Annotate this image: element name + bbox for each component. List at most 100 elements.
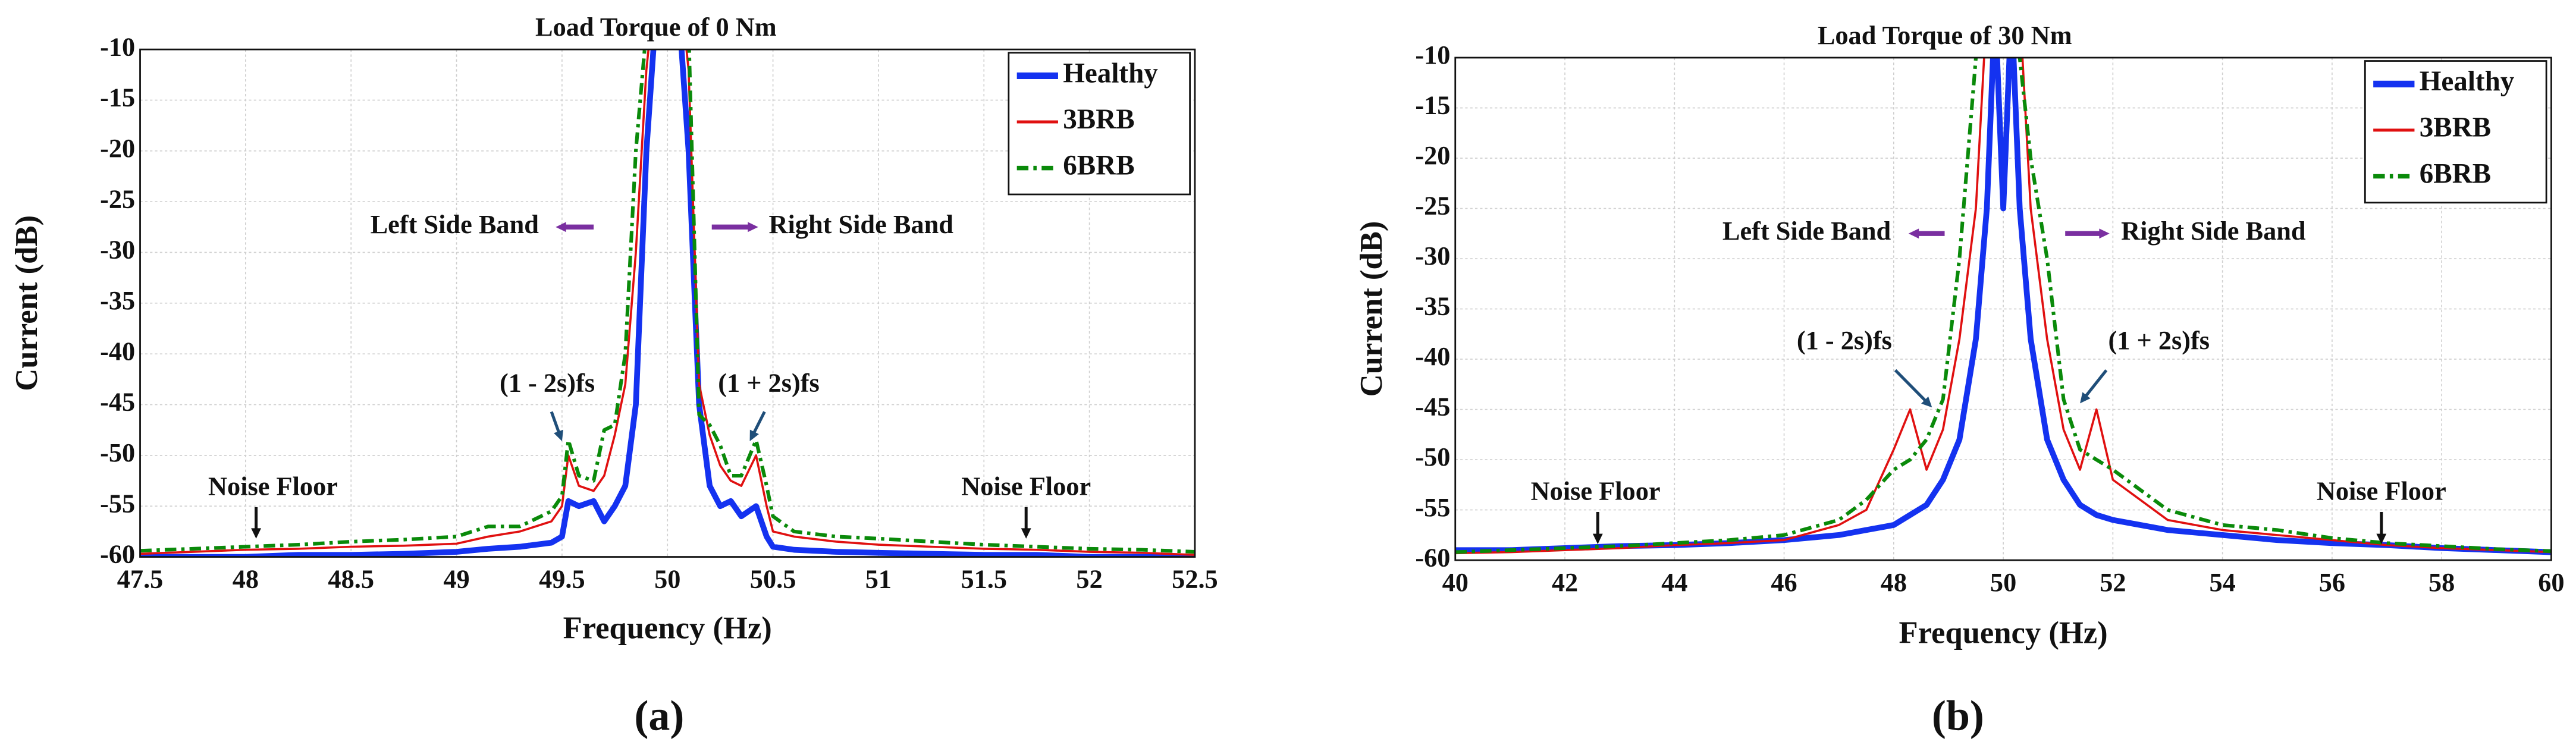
arrow-head bbox=[554, 429, 563, 441]
x-tick-label: 44 bbox=[1661, 567, 1687, 597]
arrow bbox=[2084, 369, 2108, 397]
x-tick-label: 50.5 bbox=[750, 564, 796, 593]
y-tick-label: -25 bbox=[100, 184, 135, 213]
legend-label: 3BRB bbox=[1063, 104, 1134, 135]
chart-title: Load Torque of 30 Nm bbox=[1818, 20, 2072, 50]
annotation-text: (1 - 2s)fs bbox=[1797, 325, 1892, 355]
y-tick-label: -10 bbox=[1415, 40, 1450, 70]
y-tick-label: -45 bbox=[1415, 392, 1450, 422]
y-axis-label: Current (dB) bbox=[10, 215, 44, 391]
x-tick-label: 50 bbox=[654, 564, 680, 593]
plot-frame bbox=[139, 48, 1196, 558]
annotation-text: (1 - 2s)fs bbox=[500, 367, 595, 397]
y-tick-label: -30 bbox=[100, 235, 135, 265]
annotation: Noise Floor bbox=[208, 471, 338, 539]
x-tick-label: 48 bbox=[233, 564, 259, 593]
annotation-text: Noise Floor bbox=[961, 471, 1091, 501]
legend: Healthy 3BRB 6BRB bbox=[1008, 52, 1191, 196]
arrow-head bbox=[749, 429, 759, 441]
data-line bbox=[1455, 57, 2552, 554]
x-tick-label: 58 bbox=[2428, 567, 2455, 597]
annotation-text: Left Side Band bbox=[1722, 216, 1891, 246]
y-tick-label: -45 bbox=[100, 387, 135, 417]
legend-label: 6BRB bbox=[1063, 150, 1134, 181]
legend-label: 6BRB bbox=[2420, 158, 2491, 189]
y-tick-label: -40 bbox=[1415, 341, 1450, 371]
series-group bbox=[140, 49, 1195, 557]
data-line bbox=[1455, 57, 2552, 555]
annotation: Noise Floor bbox=[1531, 476, 1661, 545]
x-tick-label: 51.5 bbox=[961, 564, 1007, 593]
arrow-head bbox=[556, 222, 566, 232]
arrow-head bbox=[2099, 228, 2110, 239]
plot-frame bbox=[1454, 56, 2552, 561]
chart-title: Load Torque of 0 Nm bbox=[535, 12, 777, 42]
x-tick-label: 54 bbox=[2209, 567, 2235, 597]
x-tick-label: 46 bbox=[1771, 567, 1797, 597]
legend-label: 3BRB bbox=[2420, 112, 2491, 143]
data-line bbox=[140, 49, 1195, 554]
annotation-text: Noise Floor bbox=[208, 471, 338, 501]
annotation: (1 + 2s)fs bbox=[718, 367, 820, 441]
y-tick-label: -60 bbox=[1415, 542, 1450, 572]
annotation: Left Side Band bbox=[1722, 216, 1945, 246]
annotation: Noise Floor bbox=[961, 471, 1091, 539]
y-tick-label: -20 bbox=[1415, 140, 1450, 170]
x-axis-label: Frequency (Hz) bbox=[1899, 616, 2107, 650]
y-tick-label: -25 bbox=[1415, 191, 1450, 221]
series-group bbox=[1455, 57, 2552, 555]
annotation: (1 - 2s)fs bbox=[500, 367, 595, 441]
x-tick-label: 50 bbox=[1990, 567, 2016, 597]
x-tick-label: 51 bbox=[865, 564, 892, 593]
annotation-text: Left Side Band bbox=[371, 209, 539, 239]
arrow-head bbox=[1592, 533, 1603, 545]
arrow bbox=[752, 411, 766, 434]
y-tick-label: -55 bbox=[100, 488, 135, 518]
x-axis-label: Frequency (Hz) bbox=[563, 611, 772, 645]
y-tick-label: -15 bbox=[100, 83, 135, 112]
y-tick-label: -35 bbox=[1415, 291, 1450, 321]
arrow-head bbox=[1921, 396, 1932, 408]
data-line bbox=[140, 49, 1195, 556]
annotation-text: Noise Floor bbox=[1531, 476, 1661, 506]
panel-label: (b) bbox=[1932, 692, 1984, 739]
annotation: Noise Floor bbox=[2317, 476, 2446, 545]
x-tick-label: 49 bbox=[443, 564, 469, 593]
y-tick-label: -50 bbox=[100, 438, 135, 467]
x-tick-label: 56 bbox=[2319, 567, 2345, 597]
annotation: (1 - 2s)fs bbox=[1797, 325, 1932, 408]
arrow-head bbox=[1021, 528, 1031, 539]
annotation: (1 + 2s)fs bbox=[2080, 325, 2210, 404]
annotation-text: Noise Floor bbox=[2317, 476, 2446, 506]
arrow bbox=[550, 411, 561, 433]
x-tick-label: 48.5 bbox=[328, 564, 374, 593]
y-tick-label: -50 bbox=[1415, 442, 1450, 472]
y-tick-label: -10 bbox=[100, 32, 135, 61]
y-axis-label: Current (dB) bbox=[1354, 221, 1389, 397]
x-tick-label: 40 bbox=[1442, 567, 1469, 597]
arrow-head bbox=[748, 222, 758, 232]
y-tick-label: -55 bbox=[1415, 492, 1450, 522]
annotation: Right Side Band bbox=[2065, 216, 2306, 246]
x-tick-label: 52 bbox=[2100, 567, 2126, 597]
legend-label: Healthy bbox=[1063, 58, 1158, 89]
data-line bbox=[140, 49, 1195, 557]
x-tick-label: 52 bbox=[1076, 564, 1102, 593]
y-tick-label: -15 bbox=[1415, 90, 1450, 120]
annotation-text: (1 + 2s)fs bbox=[718, 367, 820, 397]
annotation-text: Right Side Band bbox=[2121, 216, 2306, 246]
x-tick-label: 52.5 bbox=[1172, 564, 1218, 593]
arrow-head bbox=[2376, 533, 2387, 545]
y-tick-label: -35 bbox=[100, 285, 135, 315]
x-tick-label: 49.5 bbox=[539, 564, 585, 593]
y-tick-label: -40 bbox=[100, 336, 135, 366]
legend: Healthy 3BRB 6BRB bbox=[2364, 60, 2547, 204]
panel-label: (a) bbox=[634, 692, 684, 739]
x-tick-label: 60 bbox=[2538, 567, 2564, 597]
legend-label: Healthy bbox=[2420, 66, 2515, 97]
annotation: Right Side Band bbox=[711, 209, 953, 239]
y-tick-label: -20 bbox=[100, 133, 135, 163]
x-tick-label: 42 bbox=[1552, 567, 1578, 597]
x-tick-label: 47.5 bbox=[117, 564, 164, 593]
